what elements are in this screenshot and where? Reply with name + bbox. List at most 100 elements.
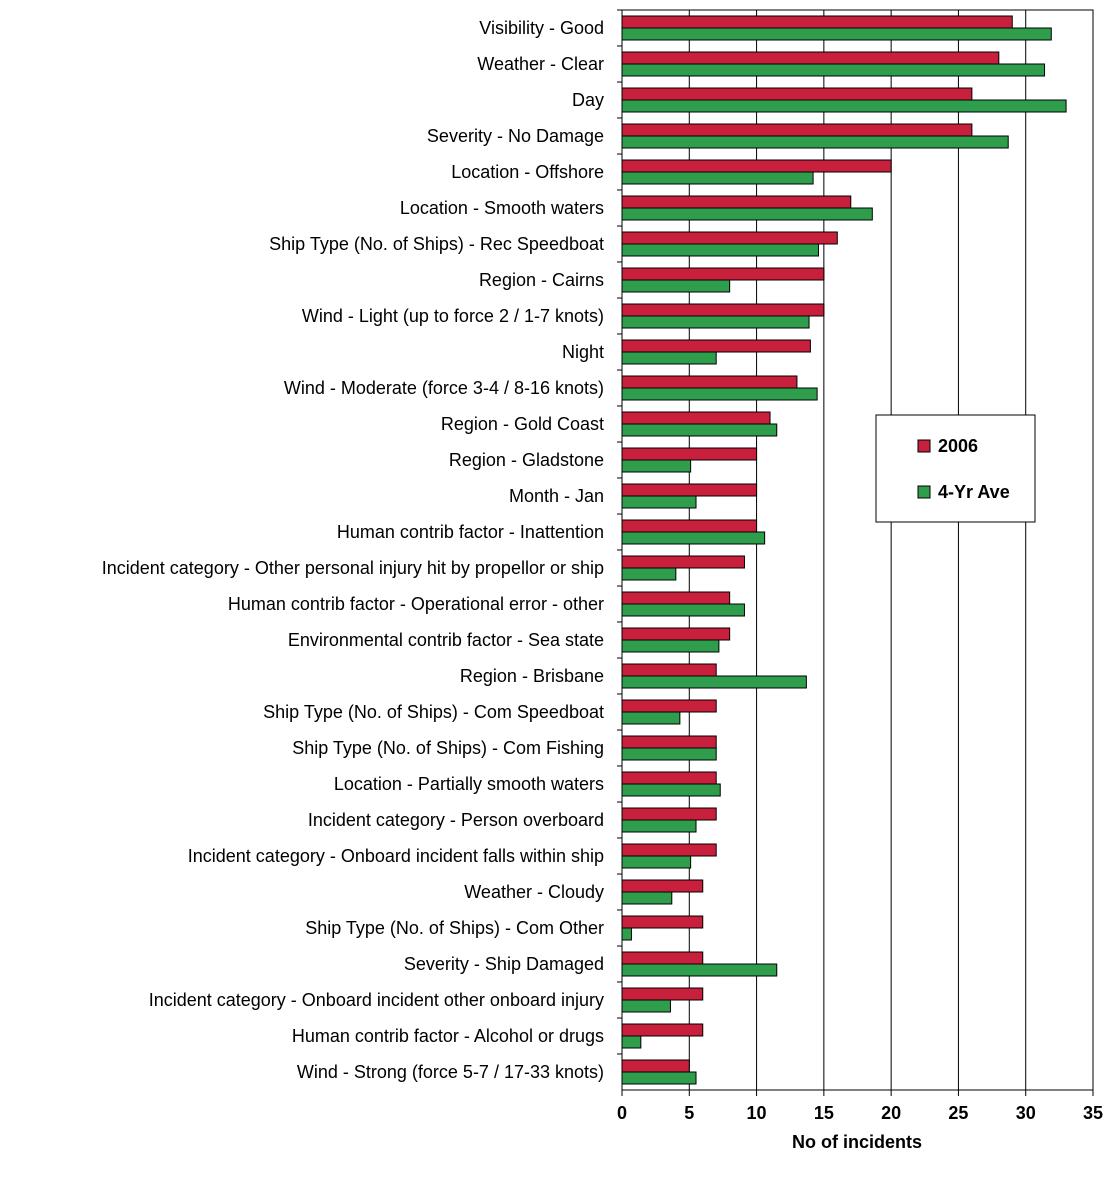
x-tick-label: 35 [1083, 1103, 1103, 1123]
x-tick-label: 5 [684, 1103, 694, 1123]
x-axis-title: No of incidents [792, 1132, 922, 1152]
y-tick-label: Weather - Clear [477, 54, 604, 74]
y-tick-label: Ship Type (No. of Ships) - Com Fishing [292, 738, 604, 758]
bar [621, 771, 717, 785]
bar [621, 963, 778, 977]
y-tick-label: Night [562, 342, 604, 362]
y-tick-label: Incident category - Other personal injur… [102, 558, 604, 578]
bar [621, 783, 721, 797]
x-tick-label: 0 [617, 1103, 627, 1123]
bar [621, 267, 825, 281]
y-tick-label: Day [572, 90, 604, 110]
y-tick-label: Environmental contrib factor - Sea state [288, 630, 604, 650]
x-tick-label: 20 [881, 1103, 901, 1123]
legend-label: 2006 [938, 436, 978, 456]
bar [621, 339, 811, 353]
bar [621, 627, 731, 641]
y-tick-label: Incident category - Person overboard [308, 810, 604, 830]
bar [621, 747, 717, 761]
x-tick-label: 30 [1016, 1103, 1036, 1123]
y-tick-label: Wind - Strong (force 5-7 / 17-33 knots) [297, 1062, 604, 1082]
y-tick-label: Human contrib factor - Inattention [337, 522, 604, 542]
bar [621, 411, 771, 425]
bar [621, 99, 1067, 113]
bar [621, 735, 717, 749]
y-tick-label: Region - Brisbane [460, 666, 604, 686]
legend-swatch [917, 439, 931, 453]
bar [621, 303, 825, 317]
y-tick-label: Severity - No Damage [427, 126, 604, 146]
x-tick-label: 25 [948, 1103, 968, 1123]
bar [621, 855, 692, 869]
bar [621, 27, 1052, 41]
bar [621, 243, 819, 257]
bar [621, 675, 807, 689]
bar [621, 843, 717, 857]
legend-label: 4-Yr Ave [938, 482, 1010, 502]
bar [621, 591, 731, 605]
bar [621, 423, 778, 437]
bar [621, 495, 697, 509]
bar [621, 51, 1000, 65]
bar [621, 1071, 697, 1085]
bar [621, 123, 973, 137]
bar [621, 927, 632, 941]
bar [621, 351, 717, 365]
y-tick-label: Human contrib factor - Alcohol or drugs [292, 1026, 604, 1046]
bar [621, 375, 798, 389]
y-tick-label: Weather - Cloudy [464, 882, 604, 902]
x-tick-label: 10 [747, 1103, 767, 1123]
y-tick-label: Incident category - Onboard incident oth… [149, 990, 604, 1010]
y-tick-label: Ship Type (No. of Ships) - Com Speedboat [263, 702, 604, 722]
y-tick-label: Location - Partially smooth waters [334, 774, 604, 794]
bar [621, 159, 892, 173]
bar [621, 891, 673, 905]
x-tick-label: 15 [814, 1103, 834, 1123]
bar [621, 315, 810, 329]
bar [621, 567, 677, 581]
y-tick-label: Wind - Moderate (force 3-4 / 8-16 knots) [284, 378, 604, 398]
bar [621, 387, 818, 401]
y-tick-label: Month - Jan [509, 486, 604, 506]
y-tick-label: Region - Cairns [479, 270, 604, 290]
y-tick-label: Region - Gold Coast [441, 414, 604, 434]
y-tick-label: Ship Type (No. of Ships) - Com Other [305, 918, 604, 938]
bar [621, 663, 717, 677]
bar [621, 915, 704, 929]
bar [621, 711, 681, 725]
y-tick-label: Location - Offshore [451, 162, 604, 182]
bar [621, 555, 745, 569]
y-tick-label: Ship Type (No. of Ships) - Rec Speedboat [269, 234, 604, 254]
bar [621, 279, 731, 293]
bar [621, 447, 758, 461]
y-tick-label: Human contrib factor - Operational error… [228, 594, 604, 614]
bar [621, 207, 873, 221]
bar [621, 231, 838, 245]
bar [621, 879, 704, 893]
bar [621, 951, 704, 965]
bar [621, 63, 1046, 77]
bar [621, 807, 717, 821]
bar [621, 531, 766, 545]
bar [621, 1059, 690, 1073]
bar [621, 819, 697, 833]
bar [621, 639, 720, 653]
y-tick-label: Wind - Light (up to force 2 / 1-7 knots) [302, 306, 604, 326]
bar [621, 519, 758, 533]
bar [621, 987, 704, 1001]
legend-box [875, 414, 1036, 523]
y-tick-label: Visibility - Good [479, 18, 604, 38]
y-tick-label: Incident category - Onboard incident fal… [188, 846, 604, 866]
y-tick-label: Severity - Ship Damaged [404, 954, 604, 974]
bar [621, 1035, 642, 1049]
legend-swatch [917, 485, 931, 499]
bar [621, 999, 671, 1013]
bar [621, 699, 717, 713]
y-tick-label: Location - Smooth waters [400, 198, 604, 218]
bar [621, 1023, 704, 1037]
bar [621, 171, 814, 185]
y-tick-label: Region - Gladstone [449, 450, 604, 470]
bar [621, 87, 973, 101]
bar [621, 483, 758, 497]
